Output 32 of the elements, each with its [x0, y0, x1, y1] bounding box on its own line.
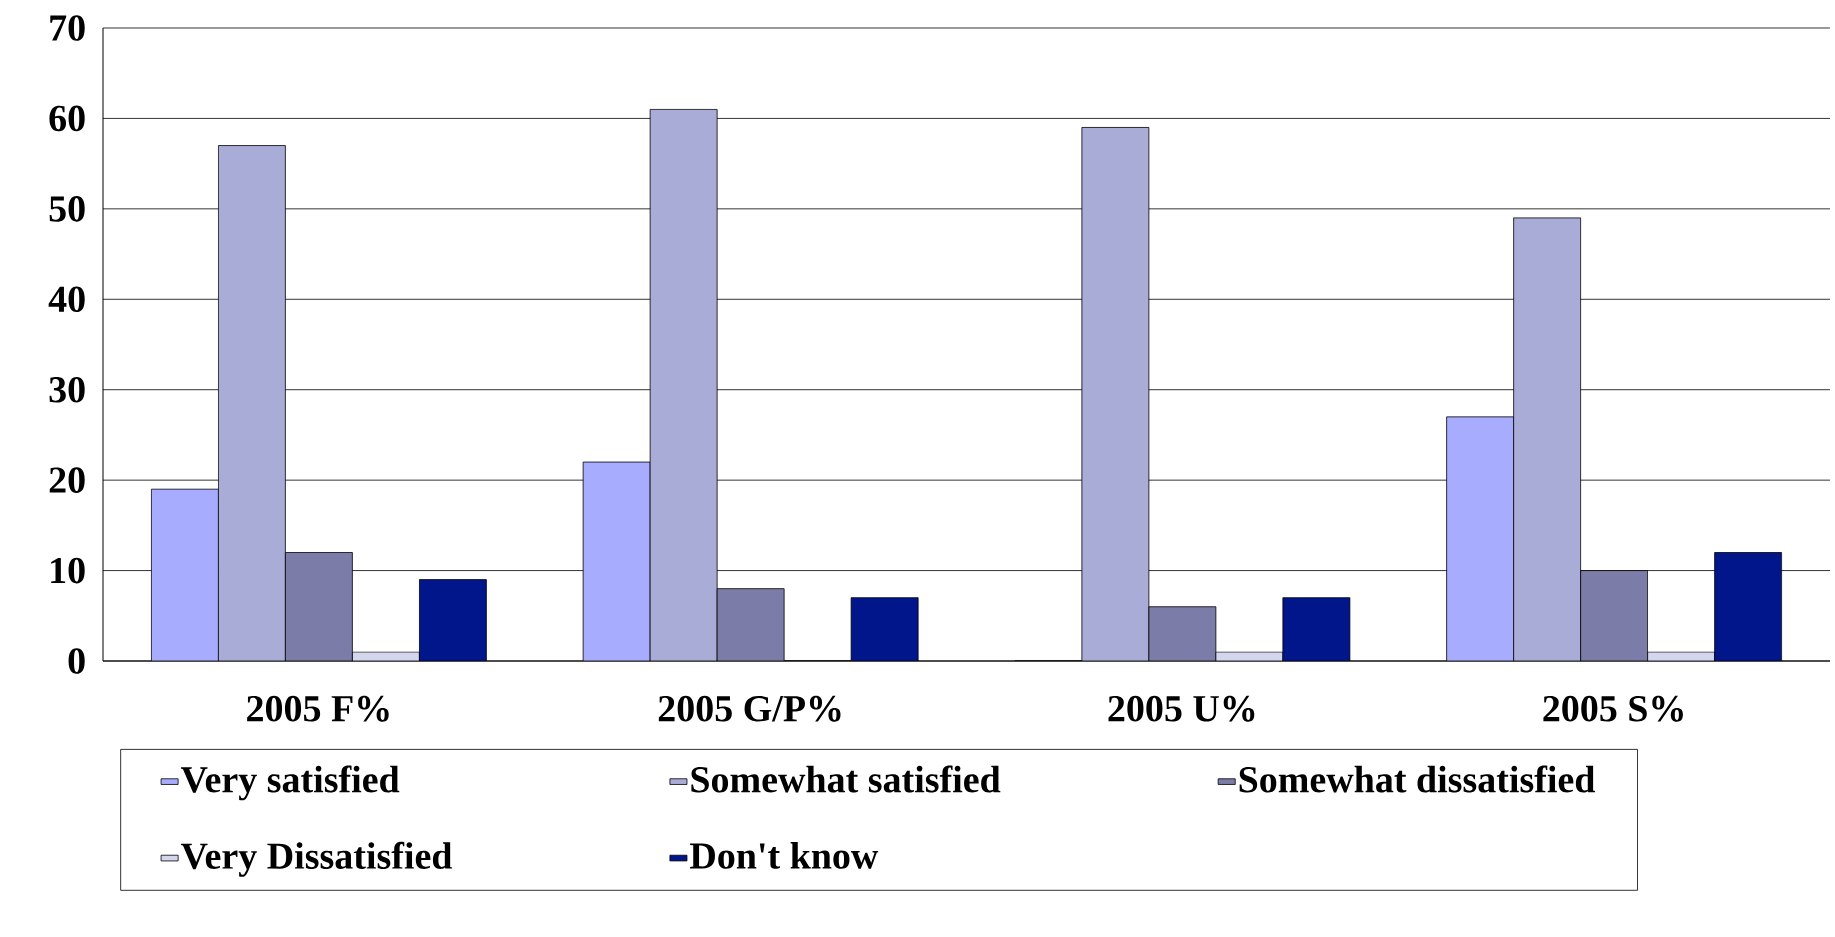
- y-tick-label: 30: [49, 376, 85, 403]
- y-tick-label: 10: [51, 557, 85, 584]
- bar: [217, 145, 286, 661]
- y-tick-label: 50: [49, 196, 85, 222]
- bar: [582, 461, 651, 661]
- y-tick-label: 60: [49, 105, 85, 132]
- bar: [284, 552, 353, 661]
- x-tick-label: 2005 G/P%: [658, 695, 841, 722]
- bar: [649, 108, 718, 661]
- x-tick-label: 2005 F%: [247, 695, 389, 722]
- x-tick-label: 2005 S%: [1543, 695, 1683, 722]
- y-tick-label: 20: [49, 467, 85, 493]
- bar: [1446, 416, 1515, 661]
- x-tick-label: 2005 U%: [1108, 695, 1255, 722]
- legend-label: Very satisfied: [180, 765, 400, 801]
- bar: [716, 588, 785, 661]
- y-tick-label: 40: [48, 286, 85, 313]
- bar: [1714, 552, 1783, 661]
- bar: [1580, 570, 1649, 661]
- y-tick-label: 70: [50, 15, 85, 41]
- bar: [418, 579, 487, 661]
- legend-label: Very Dissatisfied: [180, 841, 453, 877]
- y-tick-label: 0: [68, 648, 85, 674]
- bar: [1282, 597, 1351, 661]
- bar: [1081, 127, 1150, 661]
- bar: [150, 488, 219, 661]
- legend-label: Somewhat dissatisfied: [1239, 765, 1596, 793]
- legend-label: Somewhat satisfied: [691, 765, 1001, 793]
- bar: [1513, 217, 1582, 661]
- bar: [850, 597, 919, 661]
- bar: [1148, 606, 1217, 661]
- legend-label: Don't know: [690, 842, 879, 869]
